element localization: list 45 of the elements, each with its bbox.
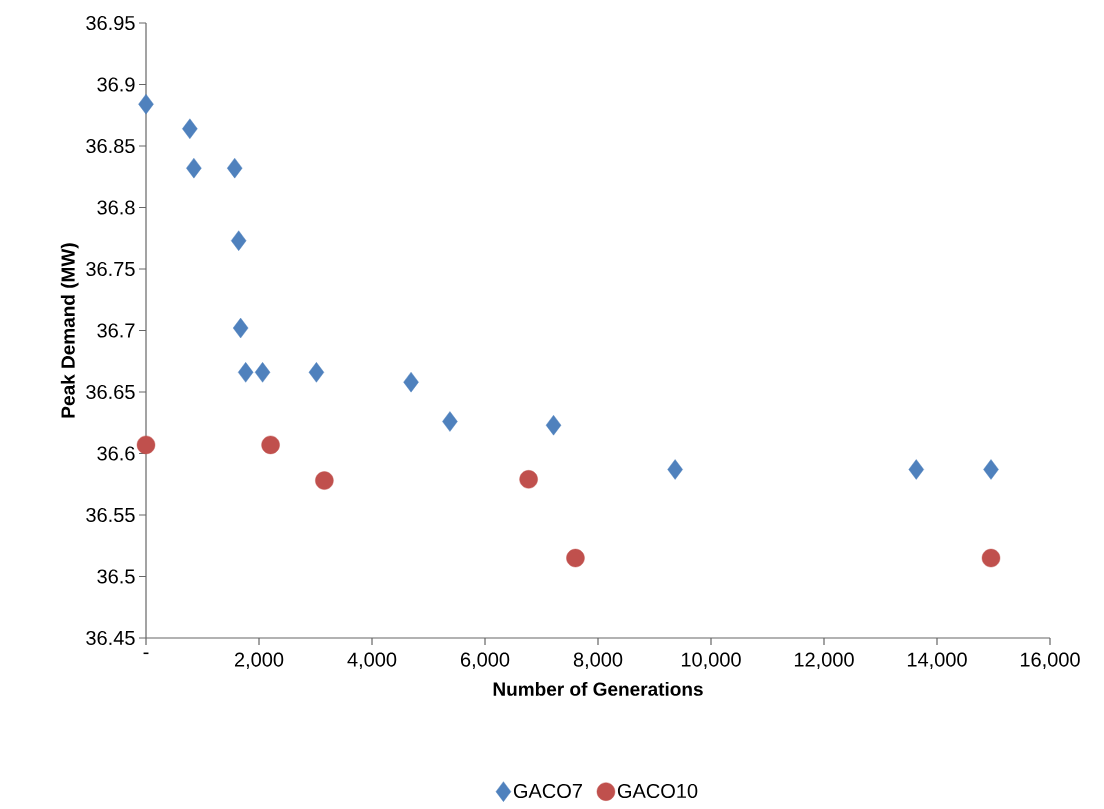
- point: [138, 93, 154, 115]
- point: [232, 317, 249, 339]
- y-tick-label: 36.55: [86, 507, 135, 523]
- point: [981, 548, 1001, 568]
- y-tick-label: 36.85: [86, 138, 135, 154]
- x-tick-label: 16,000: [1020, 652, 1080, 670]
- y-tick-label: 36.45: [86, 630, 135, 646]
- point: [136, 435, 156, 455]
- x-tick-label: 10,000: [681, 652, 741, 670]
- point: [908, 459, 924, 480]
- point: [308, 362, 325, 383]
- point: [315, 471, 334, 490]
- point: [983, 459, 999, 480]
- point: [519, 470, 538, 489]
- point: [254, 362, 271, 383]
- y-tick-label: 36.8: [97, 200, 135, 215]
- x-tick-label: 12,000: [794, 652, 854, 670]
- point: [227, 157, 243, 179]
- x-tick-label: -: [143, 652, 149, 655]
- x-tick-label: 4,000: [347, 652, 397, 670]
- y-tick-label: 36.5: [97, 569, 135, 584]
- x-axis-title: Number of Generations: [493, 681, 703, 696]
- y-tick-label: 36.75: [86, 261, 135, 277]
- point: [442, 411, 458, 432]
- x-tick-label: 8,000: [573, 652, 623, 670]
- legend-label: GACO10: [617, 783, 698, 799]
- x-tick-label: 6,000: [461, 652, 510, 670]
- point: [237, 362, 254, 383]
- y-tick-label: 36.7: [97, 323, 135, 338]
- point: [566, 548, 585, 568]
- y-axis-title: Peak Demand (MW): [60, 243, 79, 418]
- y-tick-label: 36.9: [97, 77, 135, 92]
- y-tick-label: 36.95: [86, 15, 135, 31]
- point: [186, 157, 202, 179]
- x-tick-label: 14,000: [907, 652, 967, 670]
- legend-label: GACO7: [513, 783, 582, 799]
- point: [667, 459, 683, 480]
- y-tick-label: 36.6: [97, 446, 135, 461]
- point: [403, 371, 419, 393]
- point: [545, 415, 562, 436]
- y-tick-label: 36.65: [86, 384, 135, 400]
- point: [261, 435, 280, 455]
- x-tick-label: 2,000: [234, 652, 284, 670]
- point: [230, 230, 247, 251]
- point: [182, 118, 198, 139]
